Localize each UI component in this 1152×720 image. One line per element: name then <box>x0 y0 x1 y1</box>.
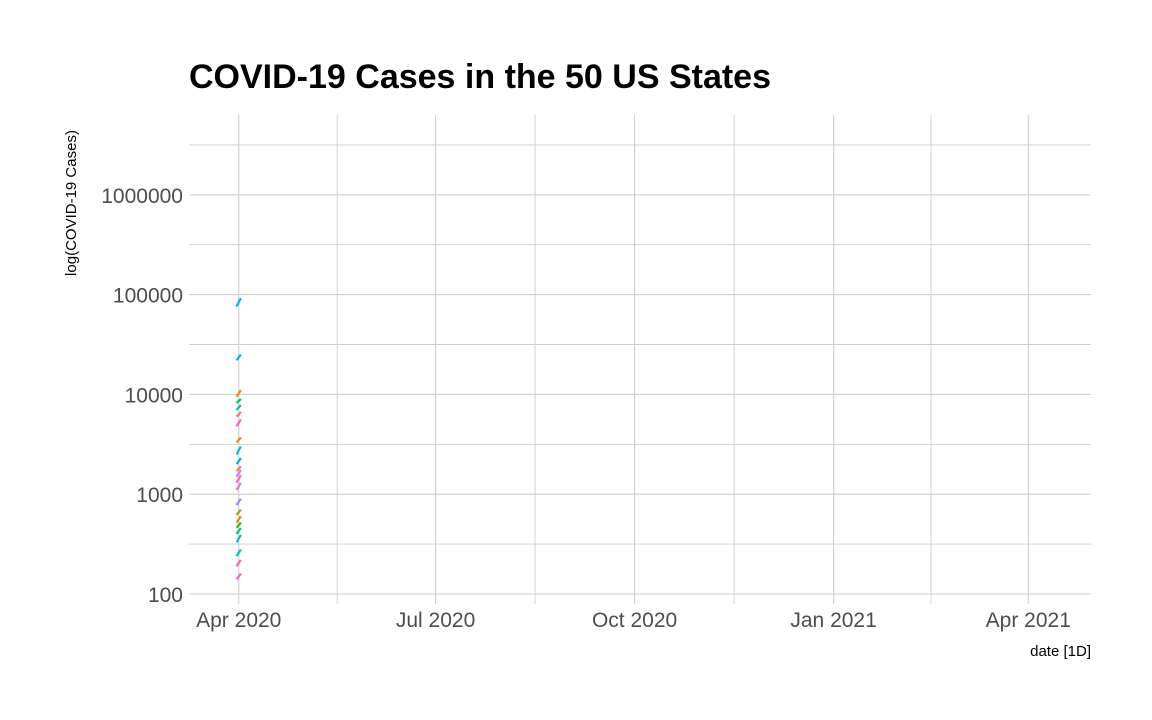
series-line <box>235 446 242 455</box>
y-tick-label: 10000 <box>125 384 183 407</box>
series-line <box>235 498 242 506</box>
series-line <box>235 297 242 307</box>
x-tick-label: Jul 2020 <box>396 609 475 632</box>
y-tick-labels: 100 1000 10000 100000 1000000 <box>101 185 183 607</box>
series-line <box>235 482 242 491</box>
series-line <box>235 398 242 404</box>
series-line <box>235 404 242 411</box>
y-tick-label: 1000 <box>136 484 183 507</box>
chart-title: COVID-19 Cases in the 50 US States <box>189 58 771 96</box>
x-tick-label: Oct 2020 <box>592 609 677 632</box>
series-line <box>235 474 242 484</box>
series-line <box>235 559 242 567</box>
series-line <box>235 457 242 465</box>
series-line <box>235 418 242 427</box>
series-line <box>235 411 242 418</box>
y-tick-label: 1000000 <box>101 185 183 208</box>
series-line <box>235 572 242 581</box>
series-line <box>235 508 242 516</box>
series-line <box>235 515 242 524</box>
series-line <box>235 436 242 444</box>
grid-layer <box>189 115 1091 604</box>
x-tick-labels: Apr 2020 Jul 2020 Oct 2020 Jan 2021 Apr 2021 <box>196 609 1071 632</box>
series-line <box>235 469 242 478</box>
series-line <box>235 548 242 557</box>
series-line <box>235 534 242 543</box>
series-line <box>235 465 242 472</box>
x-tick-label: Apr 2020 <box>196 609 281 632</box>
y-tick-label: 100000 <box>113 285 183 308</box>
series-line <box>235 527 242 535</box>
x-tick-label: Apr 2021 <box>986 609 1071 632</box>
y-axis-label: log(COVID-19 Cases) <box>63 130 80 276</box>
series-line <box>235 521 242 529</box>
series-layer <box>235 297 242 581</box>
x-axis-label: date [1D] <box>1030 643 1091 660</box>
series-line <box>235 389 242 398</box>
x-tick-label: Jan 2021 <box>790 609 876 632</box>
y-tick-label: 100 <box>148 584 183 607</box>
series-line <box>235 353 242 361</box>
